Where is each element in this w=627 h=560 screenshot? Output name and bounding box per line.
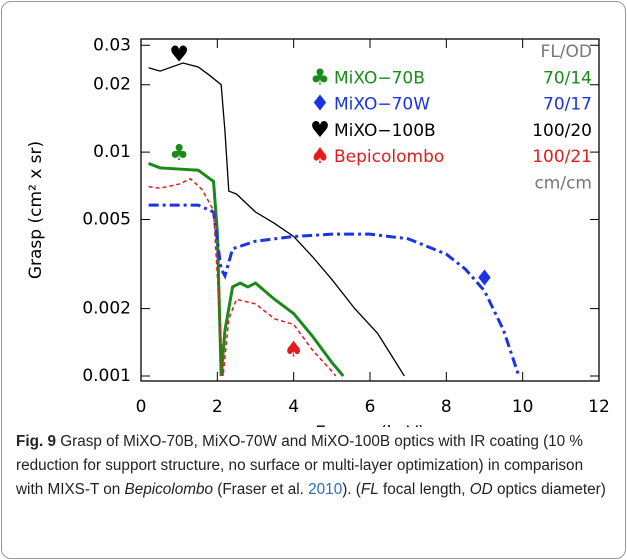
caption-text: (Fraser et al. (212, 481, 309, 498)
legend-name: MiXO−70B (334, 68, 425, 88)
y-tick-label: 0.02 (93, 75, 131, 95)
series-line (148, 203, 521, 377)
legend-footer: cm/cm (534, 174, 592, 194)
x-tick-label: 12 (588, 397, 610, 417)
legend-marker: ♠ (310, 144, 330, 169)
legend-fl-od: 70/17 (543, 95, 592, 115)
x-axis-label: Energy (keV) (315, 423, 425, 427)
y-tick-label: 0.01 (93, 142, 131, 162)
caption-text: focal length, (378, 481, 470, 498)
legend-name: MiXO−70W (334, 95, 430, 115)
series-line (148, 177, 337, 377)
legend-fl-od: 100/21 (532, 147, 592, 167)
legend-marker: ♣ (310, 65, 330, 90)
caption-italic: OD (469, 481, 493, 498)
y-tick-label: 0.001 (82, 366, 131, 386)
caption-text: Grasp of MiXO-70B, MiXO-70W and MiXO-100… (16, 433, 584, 498)
series-marker: ♣ (169, 141, 189, 166)
caption-text: optics diameter) (492, 481, 606, 498)
fig-label: Fig. 9 (16, 433, 56, 450)
caption: Fig. 9 Grasp of MiXO-70B, MiXO-70W and M… (16, 430, 612, 502)
x-tick-label: 4 (288, 397, 299, 417)
plot-frame (140, 38, 600, 382)
x-tick-label: 10 (512, 397, 534, 417)
series-line (148, 162, 345, 377)
legend-name: MiXO−100B (334, 121, 436, 141)
series-marker: ♦ (475, 266, 495, 291)
legend-header: FL/OD (541, 42, 592, 62)
caption-italic: Bepicolombo (124, 481, 213, 498)
caption-italic: FL (360, 481, 379, 498)
x-tick-label: 6 (365, 397, 376, 417)
citation-link[interactable]: 2010 (308, 481, 343, 498)
caption-text: ). ( (342, 481, 361, 498)
legend-marker: ♥ (310, 118, 330, 143)
legend-name: Bepicolombo (334, 147, 444, 167)
x-tick-label: 8 (441, 397, 452, 417)
x-tick-label: 0 (136, 397, 147, 417)
series-marker: ♠ (284, 337, 304, 362)
y-axis-label: Grasp (cm² x sr) (26, 141, 46, 279)
y-tick-label: 0.002 (82, 299, 131, 319)
x-tick-label: 2 (212, 397, 223, 417)
y-tick-label: 0.03 (93, 35, 131, 55)
y-tick-label: 0.005 (82, 210, 131, 230)
legend-fl-od: 70/14 (543, 68, 592, 88)
chart: 0 2 4 6 8 10 12 0.001 0.002 0.005 0.01 0.02 0.03 Ener… (26, 35, 610, 443)
legend-fl-od: 100/20 (532, 121, 592, 141)
legend-marker: ♦ (310, 92, 330, 117)
series-line (148, 62, 405, 377)
series-marker: ♥ (169, 43, 189, 68)
